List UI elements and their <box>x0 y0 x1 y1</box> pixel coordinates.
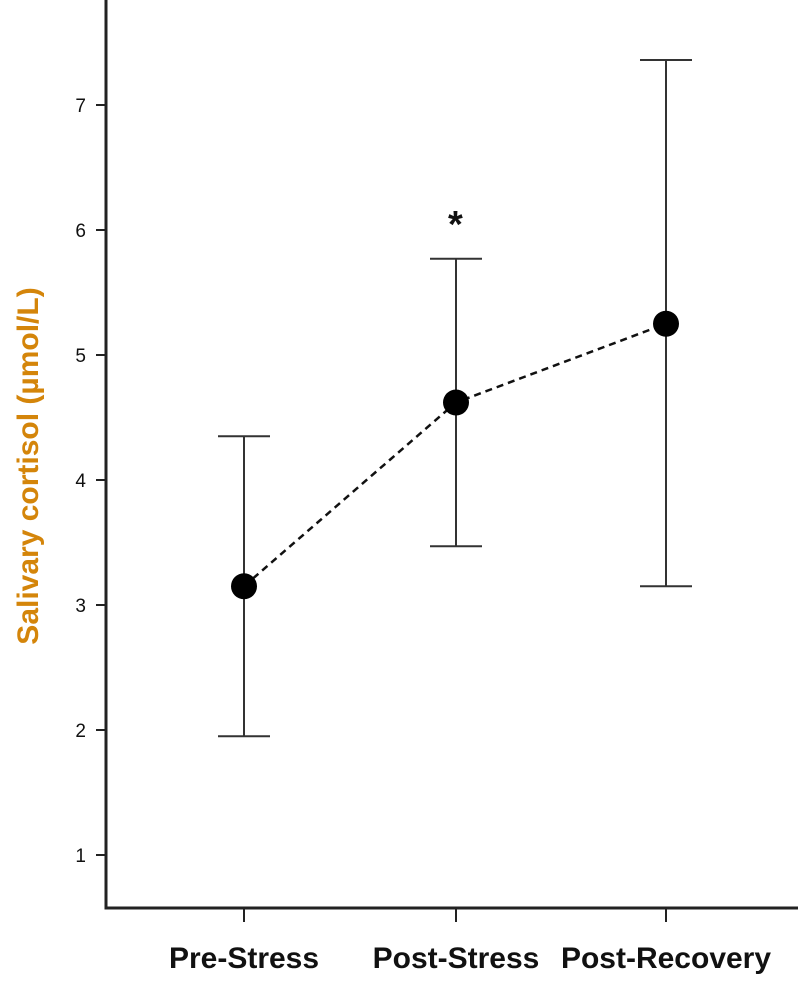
data-markers <box>231 310 679 600</box>
significance-asterisk: * <box>448 204 463 246</box>
y-tick-label: 2 <box>75 721 86 742</box>
y-tick-label: 1 <box>75 846 86 867</box>
x-tick-label: Post-Stress <box>373 942 540 975</box>
data-point <box>653 310 679 337</box>
y-tick-label: 7 <box>75 96 86 117</box>
y-axis-title: Salivary cortisol (µmol/L) <box>12 287 45 644</box>
y-tick-label: 4 <box>75 471 86 492</box>
y-tick-label: 6 <box>75 221 86 242</box>
annotations: * <box>448 204 463 246</box>
data-point <box>231 573 257 600</box>
x-ticks: Pre-Stress Post-Stress Post-Recovery <box>169 908 771 975</box>
axes <box>104 0 798 910</box>
y-ticks: 1 2 3 4 5 6 7 <box>75 96 106 867</box>
y-tick-label: 3 <box>75 596 86 617</box>
data-point <box>443 389 469 416</box>
x-tick-label: Post-Recovery <box>561 942 771 975</box>
x-tick-label: Pre-Stress <box>169 942 319 975</box>
y-tick-label: 5 <box>75 346 86 367</box>
